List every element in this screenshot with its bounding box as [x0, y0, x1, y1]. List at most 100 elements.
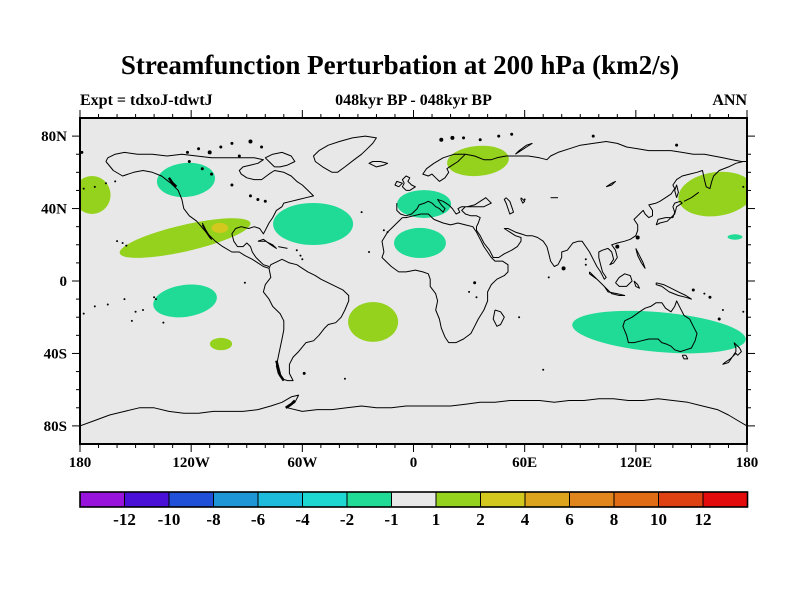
coastline — [503, 197, 514, 215]
coastline — [589, 271, 626, 296]
colorbar-segment — [658, 491, 704, 508]
island-speck — [141, 308, 144, 311]
lat-tick-label: 80S — [44, 419, 67, 435]
island-speck — [708, 295, 712, 299]
island-speck — [742, 310, 745, 313]
coastline — [722, 342, 742, 365]
colorbar-segment — [569, 491, 615, 508]
island-speck — [248, 194, 252, 198]
colorbar-tick-label: 6 — [565, 510, 574, 529]
coastline — [368, 161, 389, 168]
coastline — [381, 213, 509, 344]
island-speck — [207, 150, 212, 155]
colorbar-tick-label: -2 — [340, 510, 354, 529]
coastline — [80, 394, 747, 427]
coastline — [492, 309, 505, 327]
colorbar: -12 -10 -8 -6 -4 -2 -1 1 2 4 6 8 10 12 — [79, 491, 749, 529]
island-speck — [450, 135, 455, 140]
island-speck — [93, 305, 96, 308]
island-speck — [219, 145, 223, 149]
island-speck — [343, 377, 346, 380]
island-speck — [462, 136, 466, 140]
colorbar-tick-label: -4 — [295, 510, 310, 529]
anomaly-region-south-pacific — [153, 284, 217, 318]
island-speck — [130, 319, 133, 322]
coastline — [622, 300, 698, 353]
colorbar-tick-label: -12 — [113, 510, 136, 529]
island-speck — [584, 258, 587, 261]
colorbar-segment — [213, 491, 259, 508]
coastline — [313, 135, 377, 173]
colorbar-tick-label: 12 — [695, 510, 712, 529]
island-speck — [386, 231, 389, 234]
colorbar-segment — [702, 491, 748, 508]
island-speck — [675, 143, 679, 147]
coastline — [105, 161, 270, 269]
coastline — [262, 258, 350, 382]
season-label: ANN — [712, 92, 747, 109]
island-speck — [295, 249, 298, 252]
island-speck — [114, 180, 117, 183]
colorbar-tick-label: -1 — [384, 510, 398, 529]
island-speck — [210, 172, 214, 176]
island-speck — [187, 159, 191, 163]
coastline — [278, 246, 288, 249]
island-speck — [104, 182, 107, 185]
colorbar-tick-label: 10 — [650, 510, 667, 529]
island-speck — [703, 292, 706, 295]
colorbar-segment — [257, 491, 303, 508]
island-speck — [510, 132, 514, 136]
island-speck — [302, 371, 306, 375]
colorbar-segment — [79, 491, 125, 508]
coastline-thick — [275, 360, 285, 382]
colorbar-segment — [613, 491, 659, 508]
colorbar-segment — [391, 491, 437, 508]
time-period-label: 048kyr BP - 048kyr BP — [335, 92, 492, 109]
coastline — [681, 354, 689, 360]
island-speck — [473, 281, 477, 285]
map-area — [80, 118, 747, 444]
island-speck — [742, 185, 745, 188]
coastline — [635, 248, 646, 269]
coastline — [655, 200, 683, 226]
island-speck — [497, 134, 501, 138]
coastline — [515, 142, 533, 155]
lon-tick-label: 0 — [410, 455, 418, 471]
lon-tick-label: 180 — [69, 455, 92, 471]
island-speck — [248, 139, 253, 144]
anomaly-region-north-atlantic — [273, 202, 354, 245]
island-speck — [185, 150, 189, 154]
island-speck — [518, 316, 521, 319]
colorbar-segment — [480, 491, 526, 508]
island-speck — [230, 183, 234, 187]
coastline — [394, 180, 403, 188]
coastline — [674, 184, 679, 198]
colorbar-tick-label: -10 — [158, 510, 181, 529]
island-speck — [368, 251, 371, 254]
anomaly-region-scandinavia — [447, 145, 509, 177]
colorbar-segment — [435, 491, 481, 508]
island-speck — [154, 298, 157, 301]
anomaly-region-south-atlantic — [348, 302, 399, 342]
island-speck — [547, 276, 550, 279]
anomaly-region-sahara — [394, 227, 446, 258]
colorbar-segment — [346, 491, 392, 508]
island-speck — [475, 296, 478, 299]
island-speck — [125, 244, 128, 247]
axis-ticks — [72, 110, 755, 452]
coastline — [105, 151, 314, 267]
coastline — [396, 161, 747, 280]
island-speck — [116, 240, 119, 243]
coastline — [201, 222, 212, 240]
island-speck — [584, 263, 587, 266]
island-speck — [82, 187, 85, 190]
coastline — [655, 282, 692, 300]
island-speck — [478, 138, 482, 142]
anomaly-region-pacific-speck — [727, 234, 743, 240]
colorbar-segment — [168, 491, 214, 508]
coastline-thick — [285, 399, 296, 409]
lat-tick-label: 0 — [60, 274, 68, 290]
chart-title: Streamfunction Perturbation at 200 hPa (… — [120, 50, 680, 80]
island-speck — [382, 229, 385, 232]
coastline — [683, 191, 700, 202]
